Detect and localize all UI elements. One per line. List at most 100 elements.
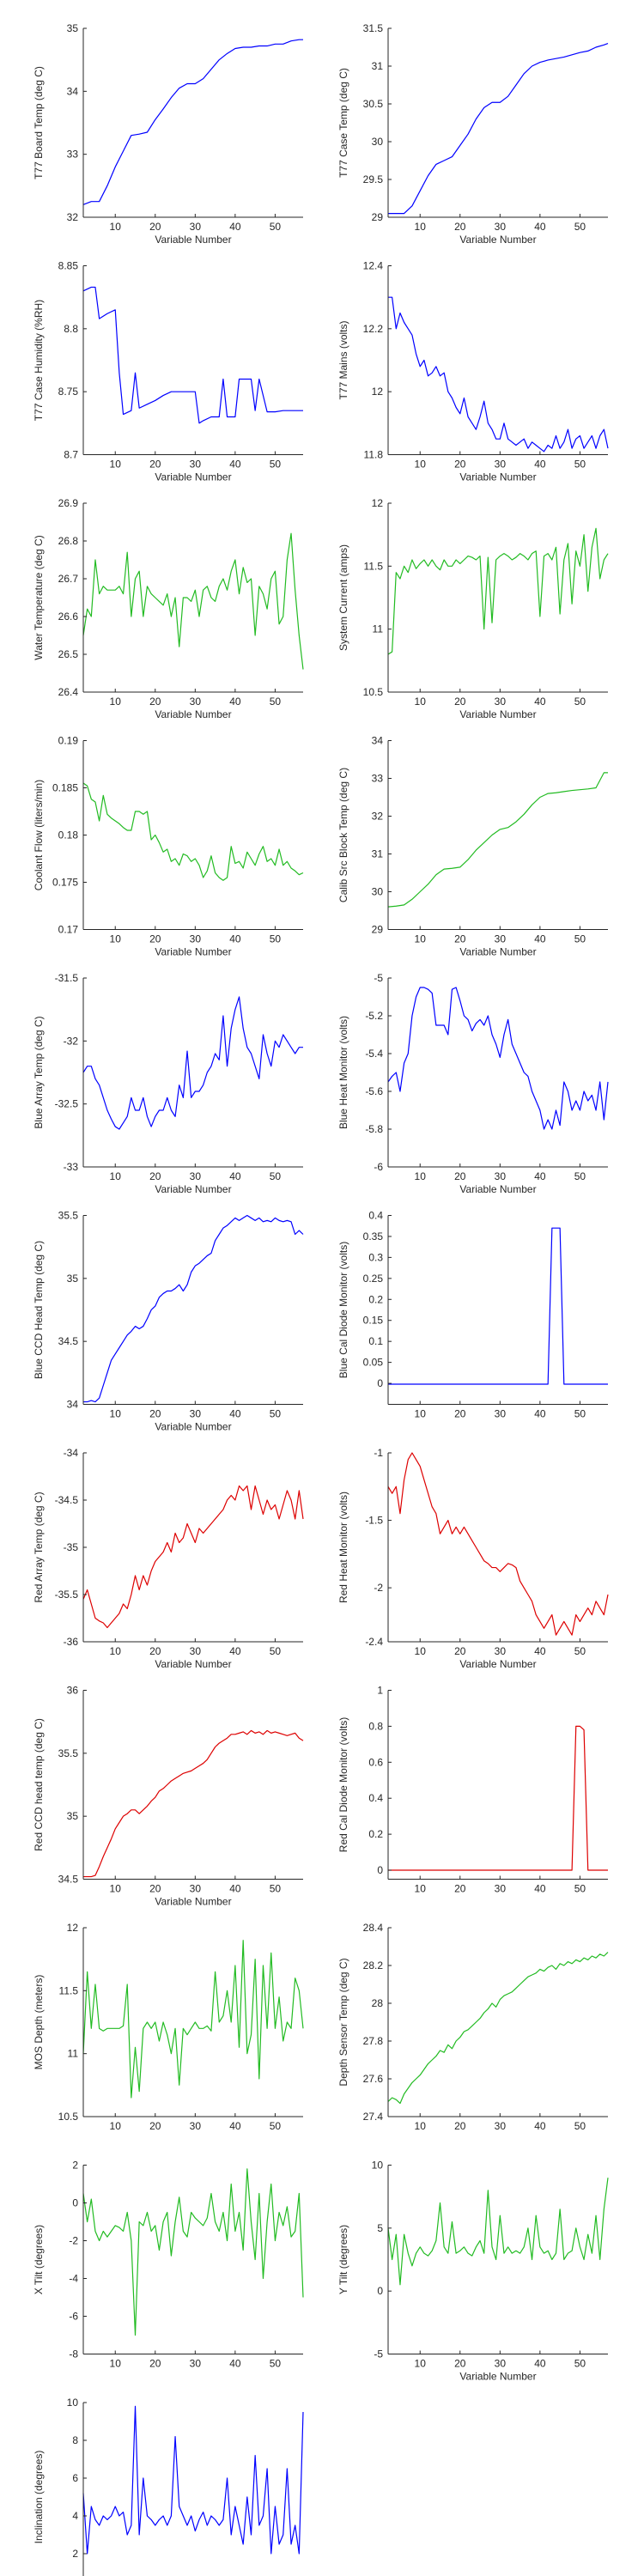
x-tick-label: 10: [110, 2358, 122, 2370]
y-tick-label: 30.5: [363, 98, 384, 110]
y-axis-label: Red CCD head temp (deg C): [33, 1718, 45, 1851]
y-axis-label: Calib Src Block Temp (deg C): [337, 768, 349, 902]
x-tick-label: 30: [190, 1170, 202, 1182]
y-tick-label: 28.4: [363, 1922, 384, 1934]
y-tick-label: 30: [372, 886, 384, 898]
x-axis-label: Variable Number: [459, 471, 536, 483]
chart-panel-18: 10 20 30 40 50 27.4 27.6 27.8 28 28.2 28.4 Depth Se…: [337, 1922, 609, 2132]
y-tick-label: 34: [67, 1399, 79, 1411]
y-tick-label: 35.5: [58, 1747, 79, 1759]
chart-panel-7: 10 20 30 40 50 0.17 0.175 0.18 0.185 0.19 Variable…: [33, 735, 304, 958]
x-tick-label: 50: [574, 2120, 586, 2132]
y-tick-label: 0.2: [368, 1828, 383, 1840]
x-tick-label: 50: [270, 1883, 282, 1895]
x-tick-label: 10: [415, 2358, 427, 2370]
chart-panel-13: 10 20 30 40 50 -36 -35.5 -35 -34.5 -34 Variable Nu…: [33, 1447, 304, 1670]
x-tick-label: 30: [495, 1170, 507, 1182]
y-axis-label: T77 Case Humidity (%RH): [33, 300, 45, 421]
x-tick-label: 10: [415, 1645, 427, 1657]
x-tick-label: 10: [415, 1170, 427, 1182]
x-tick-label: 50: [270, 1645, 282, 1657]
y-axis-label: System Current (amps): [337, 544, 349, 651]
x-tick-label: 30: [495, 1408, 507, 1420]
y-tick-label: 27.6: [363, 2073, 384, 2085]
chart-panel-19: 10 20 30 40 50 -8 -6 -4 -2 0 2 X Tilt (degrees): [33, 2160, 304, 2370]
y-tick-label: 11: [68, 2048, 79, 2060]
x-tick-label: 10: [415, 221, 427, 233]
series-line: [387, 1952, 609, 2105]
chart-panel-16: 10 20 30 40 50 0 0.2 0.4 0.6 0.8 1 Red Cal Diode Mo…: [337, 1685, 608, 1895]
x-tick-label: 30: [495, 696, 507, 708]
x-tick-label: 40: [229, 459, 241, 471]
y-tick-label: -32: [64, 1035, 79, 1047]
x-tick-label: 30: [495, 2358, 507, 2370]
x-tick-label: 10: [110, 2120, 122, 2132]
y-tick-label: 0.1: [368, 1335, 383, 1347]
x-tick-label: 20: [454, 2120, 466, 2132]
series-line: [82, 996, 303, 1130]
y-tick-label: 10.5: [363, 686, 384, 698]
y-tick-label: 0.2: [368, 1293, 383, 1305]
chart-panel-4: 10 20 30 40 50 11.8 12 12.2 12.4 Variable Number T…: [337, 260, 609, 483]
x-tick-label: 40: [534, 1170, 546, 1182]
y-tick-label: 35: [67, 1273, 79, 1285]
x-tick-label: 50: [574, 933, 586, 945]
x-tick-label: 40: [229, 2120, 241, 2132]
series-line: [82, 39, 303, 205]
series-line: [388, 1725, 608, 1871]
y-tick-label: 0.3: [368, 1251, 383, 1263]
x-tick-label: 10: [110, 1645, 122, 1657]
x-tick-label: 50: [270, 1170, 282, 1182]
y-tick-label: 31: [372, 60, 384, 72]
x-tick-label: 20: [149, 459, 161, 471]
y-tick-label: 0.19: [58, 735, 79, 747]
y-tick-label: 33: [372, 773, 384, 785]
x-tick-label: 50: [270, 933, 282, 945]
y-tick-label: 27.8: [363, 2035, 384, 2047]
y-tick-label: -2: [374, 1582, 383, 1594]
chart-panel-3: 10 20 30 40 50 8.7 8.75 8.8 8.85 Variable Number T…: [33, 260, 303, 483]
x-tick-label: 40: [534, 1645, 546, 1657]
x-tick-label: 30: [190, 1883, 202, 1895]
chart-panel-9: 10 20 30 40 50 -33 -32.5 -32 -31.5 Variable Numbe…: [33, 972, 303, 1195]
x-tick-label: 20: [149, 2358, 161, 2370]
chart-panel-15: 10 20 30 40 50 34.5 35 35.5 36 Variable Number Red…: [33, 1685, 304, 1908]
y-axis-label: T77 Mains (volts): [337, 320, 349, 399]
y-axis-label: Blue Heat Monitor (volts): [337, 1016, 349, 1129]
x-tick-label: 50: [574, 221, 586, 233]
y-tick-label: 34: [67, 85, 79, 97]
y-tick-label: -34.5: [55, 1494, 79, 1506]
y-tick-label: -35: [64, 1541, 79, 1553]
x-tick-label: 50: [270, 1408, 282, 1420]
chart-panel-6: 10 20 30 40 50 10.5 11 11.5 12 Variable Number Sys…: [337, 497, 609, 720]
x-tick-label: 40: [534, 696, 546, 708]
x-tick-label: 20: [454, 221, 466, 233]
x-tick-label: 30: [190, 1408, 202, 1420]
y-tick-label: 29: [372, 211, 384, 223]
y-tick-label: 36: [67, 1685, 79, 1697]
x-tick-label: 50: [270, 221, 282, 233]
series-line: [82, 1485, 304, 1629]
x-tick-label: 20: [454, 1170, 466, 1182]
chart-panel-5: 10 20 30 40 50 26.4 26.5 26.6 26.7 26.8 26.9 Variab…: [33, 497, 304, 720]
y-tick-label: -2.4: [365, 1636, 383, 1648]
y-axis-label: X Tilt (degrees): [33, 2225, 45, 2294]
chart-panel-11: 10 20 30 40 50 34 34.5 35 35.5 Variable Number Blu…: [33, 1210, 304, 1433]
x-tick-label: 10: [415, 696, 427, 708]
y-axis-label: Coolant Flow (liters/min): [33, 780, 45, 890]
chart-panel-12: 10 20 30 40 50 0 0.05 0.1 0.15 0.2 0.25 0.3 0.35 0.4 B…: [337, 1210, 608, 1420]
chart-panel-10: 10 20 30 40 50 -6 -5.8 -5.6 -5.4 -5.2 -5 Variable N…: [337, 972, 609, 1195]
y-tick-label: -34: [64, 1447, 79, 1459]
y-tick-label: 28.2: [363, 1959, 384, 1971]
series-line: [82, 532, 304, 670]
x-tick-label: 20: [454, 459, 466, 471]
x-tick-label: 40: [534, 221, 546, 233]
y-tick-label: 28: [372, 1997, 384, 2009]
series-line: [83, 1214, 304, 1403]
y-axis-label: MOS Depth (meters): [33, 1975, 45, 2070]
x-tick-label: 30: [495, 933, 507, 945]
y-tick-label: 26.4: [58, 686, 79, 698]
y-tick-label: 29: [372, 924, 384, 936]
x-tick-label: 10: [110, 1883, 122, 1895]
